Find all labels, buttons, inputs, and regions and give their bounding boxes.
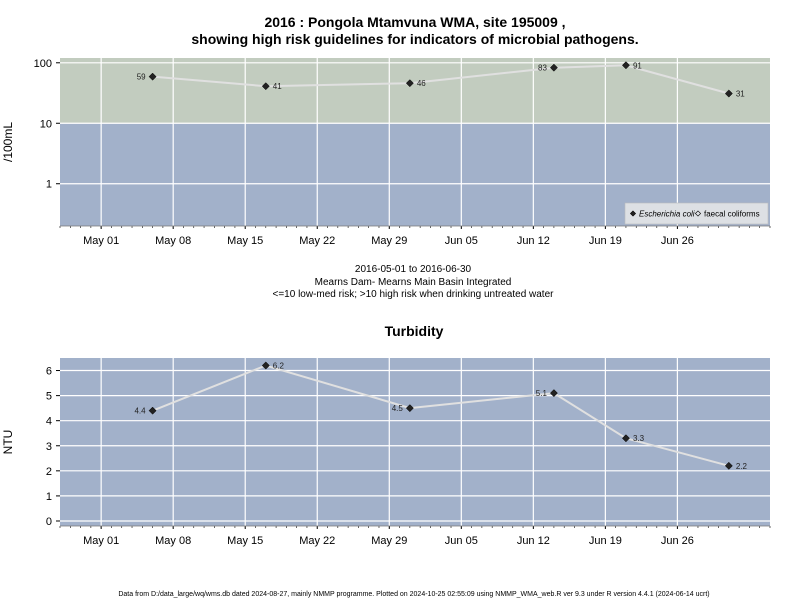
- y-tick-label: 4: [46, 416, 52, 428]
- data-label: 3.3: [633, 434, 645, 443]
- x-tick-label: May 29: [371, 235, 407, 247]
- x-tick-label: May 29: [371, 535, 407, 547]
- data-point: [261, 361, 270, 370]
- legend-marker: [694, 210, 702, 217]
- data-label: 59: [137, 73, 146, 82]
- x-tick-label: May 01: [83, 535, 119, 547]
- data-label: 4.4: [134, 407, 146, 416]
- series-line: [152, 364, 730, 467]
- x-tick-label: Jun 12: [517, 535, 550, 547]
- x-tick-label: May 08: [155, 235, 191, 247]
- x-tick-label: Jun 05: [445, 535, 478, 547]
- y-tick-label: 0: [46, 516, 52, 528]
- figure-subtitle: showing high risk guidelines for indicat…: [191, 31, 638, 47]
- x-tick-label: May 15: [227, 535, 263, 547]
- data-point: [405, 404, 414, 413]
- y-axis-label: /100mL: [1, 122, 15, 162]
- data-label: 83: [538, 64, 547, 73]
- data-label: 6.2: [273, 362, 285, 371]
- data-point: [724, 89, 733, 98]
- y-tick-label: 10: [40, 118, 52, 130]
- data-label: 91: [633, 61, 642, 70]
- data-point: [148, 72, 157, 81]
- x-tick-label: Jun 26: [661, 235, 694, 247]
- data-point: [261, 82, 270, 91]
- legend-label: faecal coliforms: [704, 210, 760, 219]
- y-tick-label: 3: [46, 441, 52, 453]
- x-tick-label: Jun 26: [661, 535, 694, 547]
- y-tick-label: 2: [46, 466, 52, 478]
- y-tick-label: 100: [34, 58, 52, 70]
- caption-site: Mearns Dam- Mearns Main Basin Integrated: [315, 277, 512, 288]
- y-axis-label: NTU: [1, 430, 15, 455]
- data-point: [549, 63, 558, 72]
- data-label: 46: [417, 79, 426, 88]
- legend-label: Escherichia coli: [639, 210, 695, 219]
- data-point: [621, 434, 630, 443]
- data-label: 5.1: [536, 389, 548, 398]
- x-tick-label: May 15: [227, 235, 263, 247]
- risk-band-high: [60, 58, 770, 124]
- y-tick-label: 5: [46, 391, 52, 403]
- plot-background: [60, 358, 770, 526]
- data-point: [724, 461, 733, 470]
- x-tick-label: Jun 05: [445, 235, 478, 247]
- x-tick-label: Jun 19: [589, 535, 622, 547]
- y-tick-label: 6: [46, 366, 52, 378]
- turbidity-chart: May 01 May 08 May 15 May 22 May 29 Jun 05 Jun …: [1, 358, 771, 547]
- turbidity-title: Turbidity: [385, 323, 444, 339]
- figure-title: 2016 : Pongola Mtamvuna WMA, site 195009…: [264, 14, 565, 30]
- legend-box: [624, 202, 769, 225]
- x-tick-label: May 22: [299, 235, 335, 247]
- y-tick-label: 1: [46, 179, 52, 191]
- caption-date-range: 2016-05-01 to 2016-06-30: [355, 264, 472, 275]
- microbial-chart: May 01 May 08 May 15 May 22 May 29 Jun 05 Jun …: [1, 58, 771, 247]
- data-point: [621, 61, 630, 70]
- series-line: [152, 64, 730, 95]
- y-tick-label: 1: [46, 491, 52, 503]
- legend-marker: [629, 210, 637, 217]
- data-point: [148, 406, 157, 415]
- x-tick-label: May 08: [155, 535, 191, 547]
- x-tick-label: May 22: [299, 535, 335, 547]
- data-point: [549, 389, 558, 398]
- caption-risk-note: <=10 low-med risk; >10 high risk when dr…: [273, 289, 555, 300]
- data-label: 41: [273, 82, 282, 91]
- x-tick-label: Jun 19: [589, 235, 622, 247]
- data-label: 31: [736, 90, 745, 99]
- footer-note: Data from D:/data_large/wq/wms.db dated …: [118, 591, 709, 598]
- legend: Escherichia coli faecal coliforms: [624, 202, 769, 225]
- data-point: [405, 79, 414, 88]
- x-tick-label: May 01: [83, 235, 119, 247]
- data-label: 4.5: [392, 404, 404, 413]
- data-label: 2.2: [736, 462, 748, 471]
- x-tick-label: Jun 12: [517, 235, 550, 247]
